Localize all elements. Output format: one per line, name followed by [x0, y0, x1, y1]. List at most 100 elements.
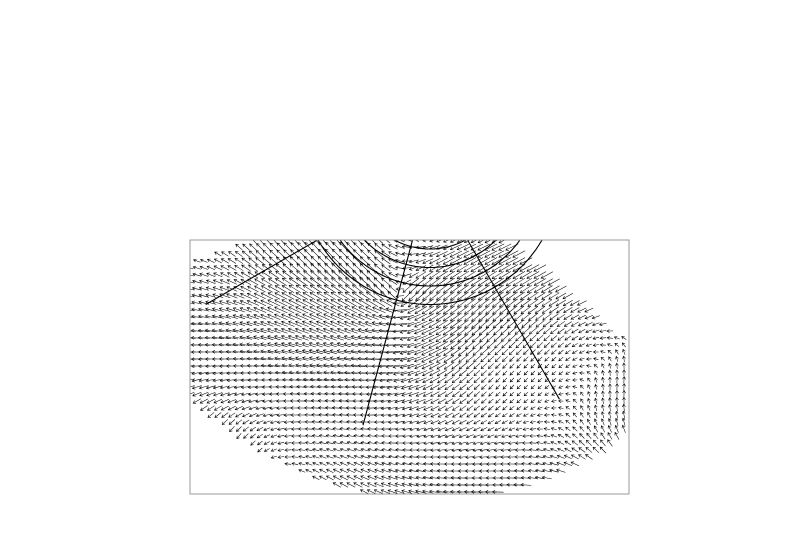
wind-vector — [530, 385, 535, 390]
wind-vector — [288, 306, 302, 314]
wind-vector — [318, 441, 327, 445]
wind-vector — [190, 321, 203, 326]
wind-vector — [477, 291, 490, 301]
wind-vector — [329, 349, 344, 354]
wind-vector — [266, 327, 281, 334]
wind-vector — [337, 384, 350, 389]
wind-vector — [381, 441, 391, 445]
wind-vector — [408, 384, 420, 390]
wind-vector — [572, 398, 577, 403]
wind-vector — [316, 377, 329, 382]
wind-vector — [499, 476, 511, 480]
wind-vector — [466, 369, 474, 377]
wind-vector — [407, 377, 420, 383]
wind-vector — [365, 291, 378, 301]
wind-vector — [519, 278, 533, 286]
wind-vector — [282, 385, 294, 389]
wind-vector — [291, 441, 299, 445]
wind-vector — [387, 399, 399, 404]
wind-vector — [388, 448, 398, 452]
wind-vector — [394, 420, 405, 425]
wind-vector — [221, 419, 228, 425]
wind-vector — [407, 363, 421, 370]
wind-vector — [442, 291, 455, 301]
wind-vector — [579, 357, 585, 361]
wind-vector — [220, 272, 230, 278]
wind-vector — [472, 448, 482, 453]
wind-vector — [565, 392, 571, 396]
wind-vector — [218, 300, 231, 306]
wind-vector — [536, 413, 543, 417]
wind-vector — [585, 336, 593, 340]
wind-vector — [493, 334, 503, 342]
wind-vector — [249, 420, 257, 425]
wind-vector — [535, 327, 544, 335]
wind-vector — [488, 391, 494, 397]
wind-vector — [473, 405, 481, 411]
wind-vector — [452, 405, 460, 411]
wind-vector — [507, 327, 517, 335]
wind-vector — [311, 427, 320, 431]
wind-vector — [213, 258, 222, 264]
wind-vector — [350, 363, 365, 368]
wind-vector — [550, 328, 558, 335]
wind-vector — [343, 349, 358, 354]
wind-vector — [268, 278, 280, 286]
wind-vector — [550, 342, 557, 348]
wind-vector — [394, 468, 405, 473]
wind-vector — [578, 447, 586, 453]
wind-vector — [415, 271, 427, 279]
wind-vector — [580, 412, 584, 418]
wind-vector — [281, 313, 295, 321]
wind-vector — [394, 251, 405, 256]
wind-vector — [479, 455, 489, 459]
wind-vector — [260, 306, 274, 313]
wind-vector — [465, 348, 475, 356]
wind-vector — [494, 348, 502, 356]
wind-vector — [312, 468, 320, 473]
wind-vector — [365, 385, 378, 389]
wind-vector — [284, 441, 292, 445]
wind-vector — [516, 406, 522, 410]
wind-vector — [592, 446, 600, 454]
wind-vector — [371, 371, 386, 376]
wind-vector — [421, 313, 435, 321]
wind-vector — [421, 305, 435, 315]
wind-vector — [190, 357, 203, 361]
wind-vector — [289, 270, 301, 280]
wind-vector — [190, 335, 203, 340]
wind-vector — [522, 427, 530, 431]
wind-vector — [607, 439, 613, 447]
wind-vector — [614, 431, 620, 440]
wind-vector — [239, 356, 252, 361]
wind-vector — [495, 370, 501, 376]
wind-vector — [273, 335, 288, 341]
wind-vector — [563, 307, 573, 313]
wind-vector — [502, 384, 508, 390]
wind-vector — [353, 454, 362, 459]
wind-vector — [240, 278, 252, 285]
wind-vector — [587, 418, 591, 425]
wind-vector — [381, 257, 391, 265]
wind-vector — [239, 307, 252, 313]
wind-vector — [337, 370, 351, 375]
wind-vector — [312, 454, 320, 459]
wind-vector — [381, 447, 391, 452]
wind-vector — [198, 378, 209, 383]
wind-vector — [281, 356, 295, 361]
wind-vector — [211, 342, 224, 347]
wind-vector — [308, 341, 323, 348]
wind-vector — [239, 349, 252, 354]
wind-vector — [399, 307, 414, 314]
wind-vector — [253, 349, 267, 354]
wind-vector — [429, 251, 441, 257]
wind-vector — [593, 432, 599, 440]
wind-vector — [466, 384, 474, 390]
wind-vector — [522, 334, 530, 342]
wind-vector — [527, 468, 538, 473]
wind-vector — [253, 363, 266, 368]
wind-vector — [263, 441, 270, 445]
wind-vector — [302, 377, 315, 382]
wind-vector — [284, 462, 292, 466]
wind-vector — [458, 441, 467, 446]
